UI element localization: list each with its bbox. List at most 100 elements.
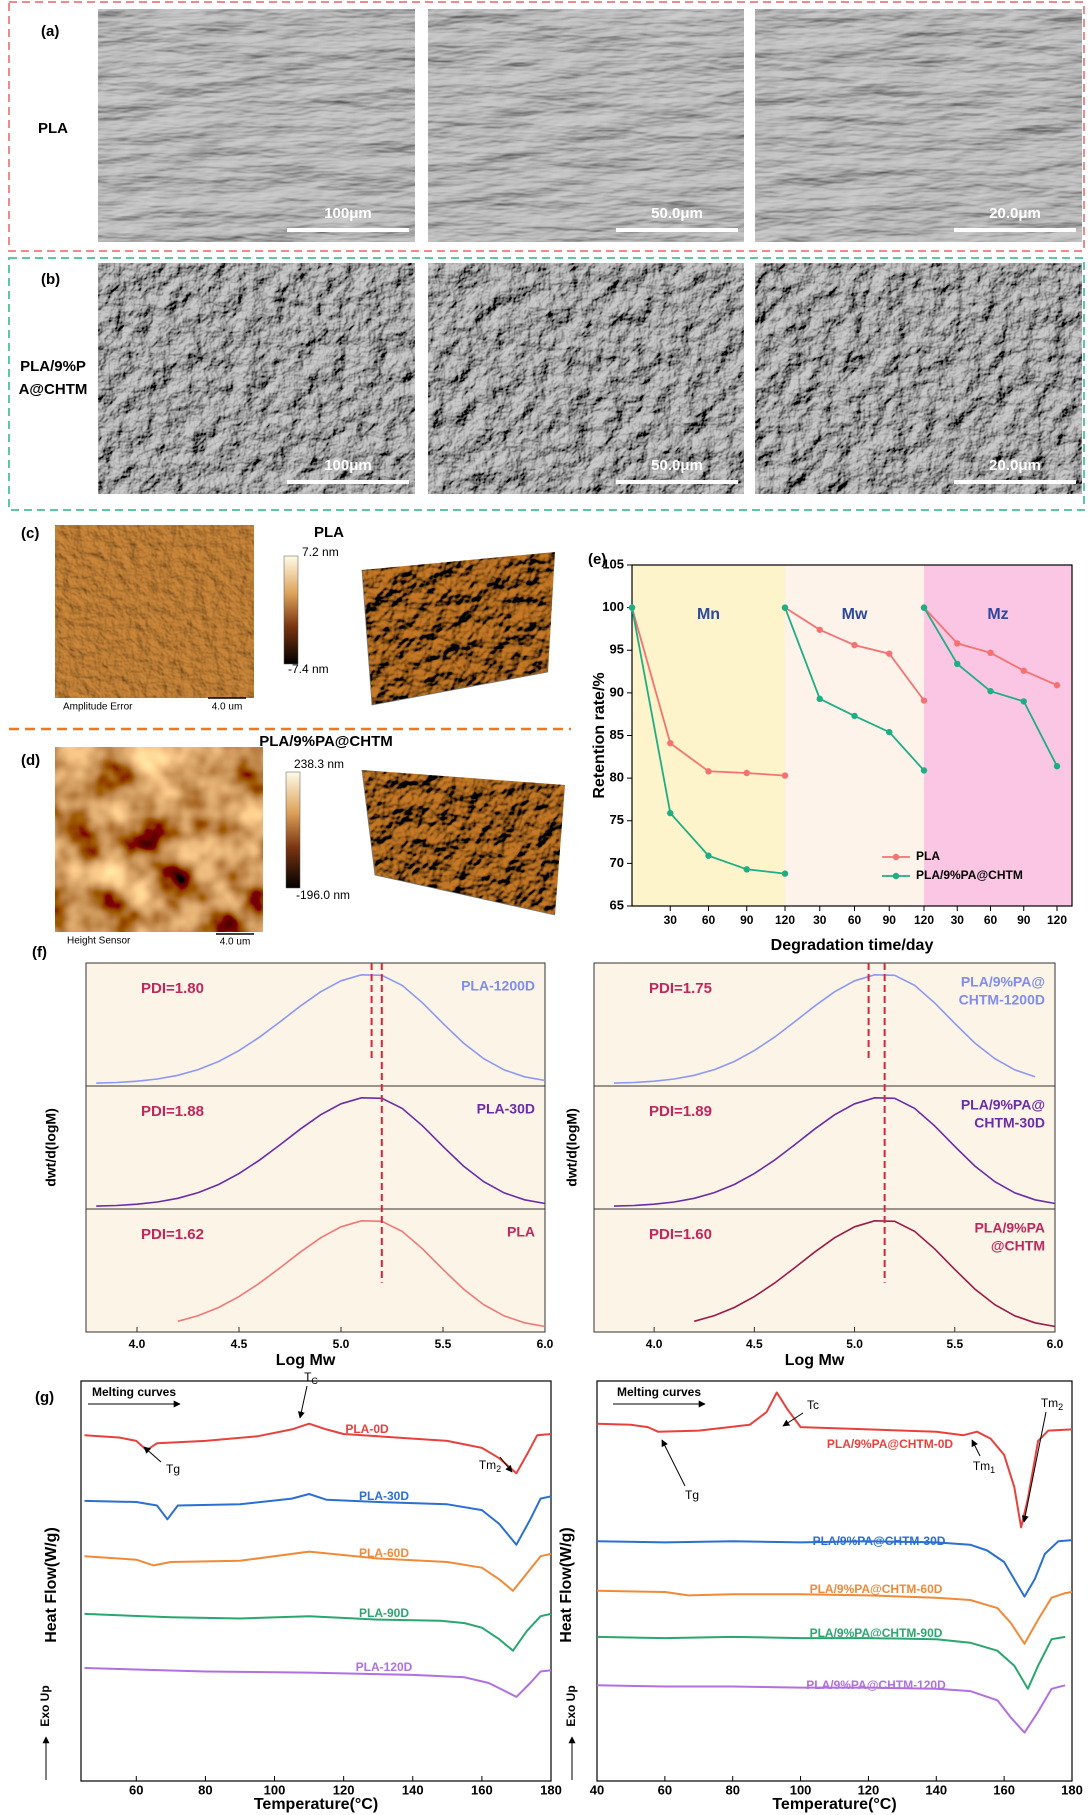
sem-image [428, 263, 744, 494]
scale-bar-label: 20.0μm [989, 457, 1041, 474]
annotation: Tg [166, 1462, 180, 1476]
pdi-label: PDI=1.62 [141, 1226, 204, 1243]
afm-caption: Height Sensor [67, 936, 131, 947]
dsc-curve [596, 1539, 1073, 1598]
point [851, 641, 858, 649]
x-tick-label: 80 [198, 1782, 212, 1797]
x-tick-label: 4.5 [231, 1337, 248, 1351]
annotation: TC [304, 1370, 318, 1386]
x-tick-label: 60 [129, 1782, 143, 1797]
colorbar-label: -7.4 nm [288, 662, 329, 676]
annotation-arrow [143, 1446, 162, 1463]
point [667, 739, 674, 747]
pdi-label: PDI=1.60 [649, 1226, 712, 1243]
annotation-text: Tm [973, 1459, 990, 1473]
group-label: Mz [987, 606, 1008, 623]
x-tick-label: 140 [925, 1782, 947, 1797]
annotation-sub: 1 [990, 1465, 995, 1475]
afm-title: PLA/9%PA@CHTM [259, 733, 393, 750]
afm-image [55, 747, 263, 932]
subplot-frame [85, 1085, 546, 1210]
pdi-label: PDI=1.80 [141, 980, 204, 997]
point [1020, 698, 1027, 705]
x-tick-label: 5.0 [846, 1337, 863, 1351]
afm-3d-axes [361, 569, 549, 706]
annotation-arrow [1021, 1411, 1047, 1523]
sample-label: A@CHTM [19, 381, 88, 398]
plot-frame [596, 1380, 1073, 1782]
curve-label: PLA/9%PA@CHTM-120D [806, 1678, 946, 1692]
dsc-curve [84, 1612, 552, 1652]
point [816, 626, 823, 633]
x-tick-label: 180 [540, 1782, 562, 1797]
curve-label: PLA/9%PA@CHTM-90D [810, 1626, 943, 1640]
curve-label: PLA-120D [356, 1660, 413, 1674]
x-tick-label: 5.5 [435, 1337, 452, 1351]
legend-swatch [892, 853, 900, 861]
point [743, 769, 750, 777]
panel-label: (a) [41, 23, 59, 40]
scale-bar-label: 100μm [324, 457, 372, 474]
panel-label: (f) [32, 944, 47, 961]
note: Melting curves [617, 1385, 701, 1399]
point [628, 604, 636, 611]
x-tick-label: 120 [858, 1782, 880, 1797]
pdi-label: PDI=1.89 [649, 1103, 712, 1120]
x-tick-label: 90 [740, 913, 754, 927]
curve-label: PLA/9%PA@CHTM-60D [810, 1582, 943, 1596]
annotation-text: Tg [166, 1462, 180, 1476]
colorbar-label: -196.0 nm [296, 888, 350, 902]
x-tick-label: 160 [993, 1782, 1015, 1797]
point [1053, 682, 1061, 689]
group-label: Mn [697, 606, 720, 623]
curve-label: PLA-30D [477, 1101, 535, 1117]
afm-3d [362, 770, 565, 915]
colorbar-label: 238.3 nm [294, 757, 344, 771]
y-tick-label: 85 [610, 727, 624, 742]
panel-b-box [8, 257, 1085, 511]
scale-bar-label: 20.0μm [989, 205, 1041, 222]
x-tick-label: 80 [725, 1782, 739, 1797]
colorbar [283, 555, 299, 665]
point [886, 728, 893, 736]
afm-title: PLA [314, 524, 344, 541]
afm-image [55, 525, 254, 698]
curve-label: PLA-30D [359, 1489, 409, 1503]
dsc-curve [84, 1550, 552, 1592]
afm-3d-axes [361, 769, 556, 916]
curve-label: PLA/9%PA [974, 1220, 1045, 1236]
point [1053, 762, 1061, 770]
legend-label: PLA/9%PA@CHTM [916, 868, 1023, 882]
x-tick-label: 6.0 [537, 1337, 554, 1351]
x-tick-label: 30 [664, 913, 678, 927]
annotation-sub: C [311, 1376, 318, 1386]
x-tick-label: 30 [813, 913, 827, 927]
panel-label: (c) [21, 525, 39, 542]
curve-label: PLA-0D [345, 1422, 389, 1436]
colorbar-label: 7.2 nm [302, 545, 339, 559]
x-tick-label: 4.0 [646, 1337, 663, 1351]
annotation: Tm2 [1041, 1396, 1063, 1412]
curve-label: CHTM-30D [974, 1115, 1045, 1131]
curve-label: PLA-90D [359, 1606, 409, 1620]
sem-images: 100μm 50.0μm 20.0μm 100μm 50.0μm 20.0μm [98, 9, 1082, 494]
annotation-text: Tg [685, 1488, 699, 1502]
afm-3d [362, 552, 555, 705]
x-tick-label: 60 [702, 913, 716, 927]
exo-label: Exo Up [38, 1685, 52, 1726]
point [954, 640, 961, 647]
x-tick-label: 100 [790, 1782, 812, 1797]
point [920, 604, 928, 611]
legend-label: PLA [916, 849, 940, 863]
panel-label: (b) [41, 271, 60, 288]
point [705, 852, 712, 859]
x-tick-label: 120 [1047, 913, 1067, 927]
x-tick-label: 4.0 [129, 1337, 146, 1351]
point [667, 809, 674, 817]
sample-label: PLA/9%P [20, 358, 86, 375]
annotation-text: Tm [1041, 1396, 1058, 1410]
point [816, 695, 823, 703]
point [954, 660, 961, 668]
annotation-arrow [499, 1456, 513, 1473]
annotation-text: T [304, 1370, 312, 1384]
